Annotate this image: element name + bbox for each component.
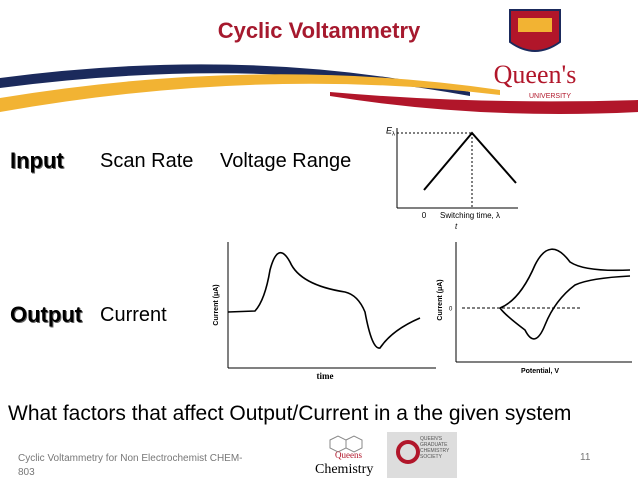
curve bbox=[499, 275, 631, 340]
crest-band bbox=[518, 18, 552, 32]
input-label: Input bbox=[10, 148, 64, 173]
label: Current (μA) bbox=[213, 284, 220, 325]
logo-text: Queens bbox=[335, 450, 362, 460]
swoosh-gold bbox=[0, 74, 500, 112]
logo-text: QUEEN'S GRADUATE CHEMISTRY SOCIETY bbox=[420, 436, 450, 460]
swoosh-red bbox=[330, 92, 638, 114]
label: 0 bbox=[449, 307, 453, 313]
label: time bbox=[317, 371, 334, 381]
page-number: 11 bbox=[580, 452, 591, 463]
logo-q bbox=[396, 440, 420, 464]
curve bbox=[499, 248, 631, 309]
output-item: Current bbox=[100, 304, 167, 326]
logo-text: Chemistry bbox=[315, 462, 373, 477]
label: λ bbox=[392, 132, 395, 138]
label: E bbox=[386, 125, 393, 135]
question: What factors that affect Output/Current … bbox=[8, 402, 572, 425]
curve bbox=[227, 252, 421, 349]
label: t bbox=[455, 222, 458, 231]
label: Switching time, λ bbox=[440, 211, 500, 220]
input-item: Voltage Range bbox=[220, 150, 352, 172]
input-item: Scan Rate bbox=[100, 150, 194, 172]
swoosh-navy bbox=[0, 64, 470, 96]
logo-name: Queen's bbox=[494, 60, 577, 89]
label: Potential, V bbox=[521, 368, 559, 375]
graph-box bbox=[383, 122, 520, 232]
output-label: Output bbox=[10, 302, 83, 327]
label: 0 bbox=[422, 211, 427, 220]
logo-sub: UNIVERSITY bbox=[529, 93, 571, 100]
title: Cyclic Voltammetry bbox=[217, 18, 421, 43]
label: Current (μA) bbox=[437, 279, 444, 320]
footer-text: Cyclic Voltammetry for Non Electrochemis… bbox=[18, 453, 243, 478]
waveform bbox=[423, 131, 517, 191]
hex-icon bbox=[345, 435, 363, 453]
